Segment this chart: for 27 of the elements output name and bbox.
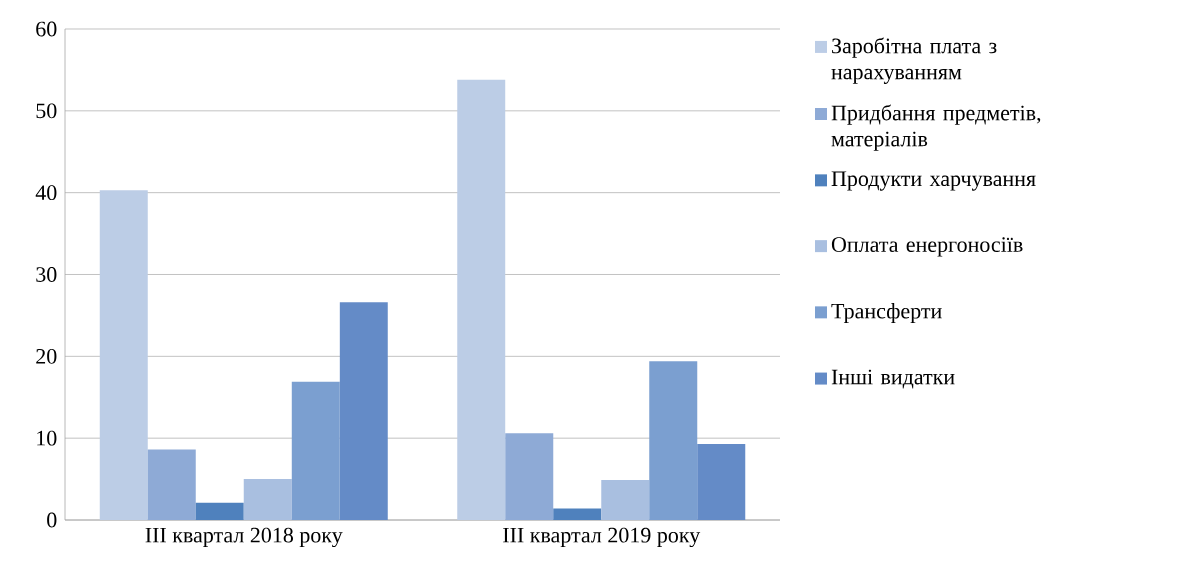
bar <box>99 190 148 520</box>
x-tick-label: III квартал 2018 року <box>145 527 343 548</box>
bar <box>243 479 292 520</box>
y-tick-label: 40 <box>35 185 57 201</box>
legend-label: Інші видатки <box>831 369 955 389</box>
bar <box>649 361 698 520</box>
y-tick-label: 0 <box>47 512 57 528</box>
bar <box>505 433 554 520</box>
x-tick-label: III квартал 2019 року <box>503 527 701 548</box>
y-tick-label: 30 <box>36 267 57 282</box>
bar <box>291 381 340 520</box>
y-tick-label: 10 <box>37 430 57 446</box>
y-tick-label: 20 <box>36 348 57 364</box>
legend-label: Придбання предметів, матеріалів <box>831 104 1041 151</box>
legend-label: Заробітна плата з нарахуванням <box>831 37 997 84</box>
bar <box>601 479 650 520</box>
legend-label: Продукти харчування <box>831 171 1036 191</box>
bar <box>195 502 244 520</box>
bar <box>697 443 746 520</box>
legend-label: Трансферти <box>831 303 942 324</box>
legend-label: Оплата енергоносіїв <box>831 237 1023 257</box>
bar <box>147 449 196 520</box>
y-tick-label: 50 <box>36 103 57 119</box>
bar <box>339 302 388 520</box>
bar <box>457 79 506 520</box>
y-tick-label: 60 <box>36 21 57 37</box>
bar <box>553 508 602 520</box>
